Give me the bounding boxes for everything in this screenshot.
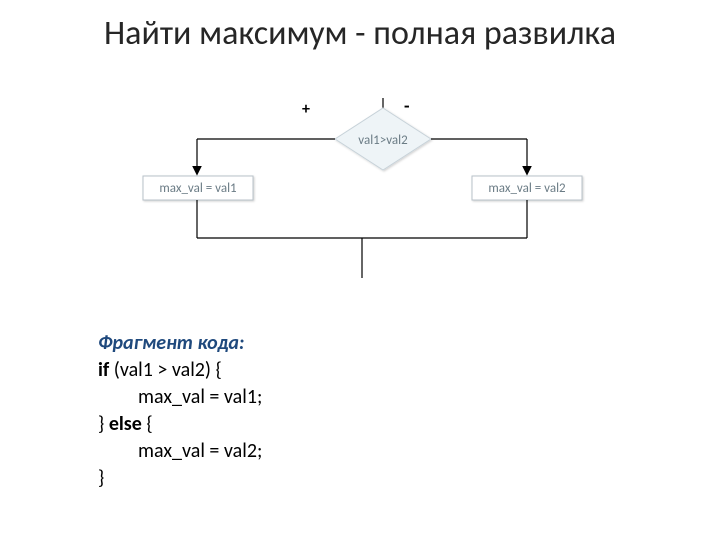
code-text: } — [98, 412, 109, 436]
code-caption: Фрагмент кода: — [98, 330, 262, 357]
code-text: max_val = val2; — [138, 439, 262, 463]
flowchart-diagram: val1>val2 + - max_val = val1 max_val = v… — [0, 98, 720, 308]
left-process-label: max_val = val1 — [159, 181, 236, 196]
right-process-node: max_val = val2 — [472, 176, 582, 200]
keyword-if: if — [98, 358, 109, 382]
code-line-4: max_val = val2; — [98, 438, 262, 465]
decision-node: val1>val2 — [335, 108, 431, 170]
branch-label-plus: + — [302, 100, 310, 119]
left-process-node: max_val = val1 — [143, 176, 253, 200]
branch-label-minus: - — [404, 98, 410, 117]
right-process-label: max_val = val2 — [488, 181, 566, 196]
code-fragment: Фрагмент кода: if (val1 > val2) { max_va… — [98, 330, 262, 492]
keyword-else: else — [109, 412, 142, 436]
slide-title: Найти максимум - полная развилка — [0, 14, 720, 53]
code-text: (val1 > val2) { — [109, 358, 222, 382]
code-line-1: if (val1 > val2) { — [98, 357, 262, 384]
code-line-5: } — [98, 465, 262, 492]
code-text: max_val = val1; — [138, 385, 262, 409]
decision-label: val1>val2 — [358, 133, 408, 148]
code-text: } — [98, 466, 104, 490]
code-text: { — [142, 412, 153, 436]
code-line-2: max_val = val1; — [98, 384, 262, 411]
code-line-3: } else { — [98, 411, 262, 438]
